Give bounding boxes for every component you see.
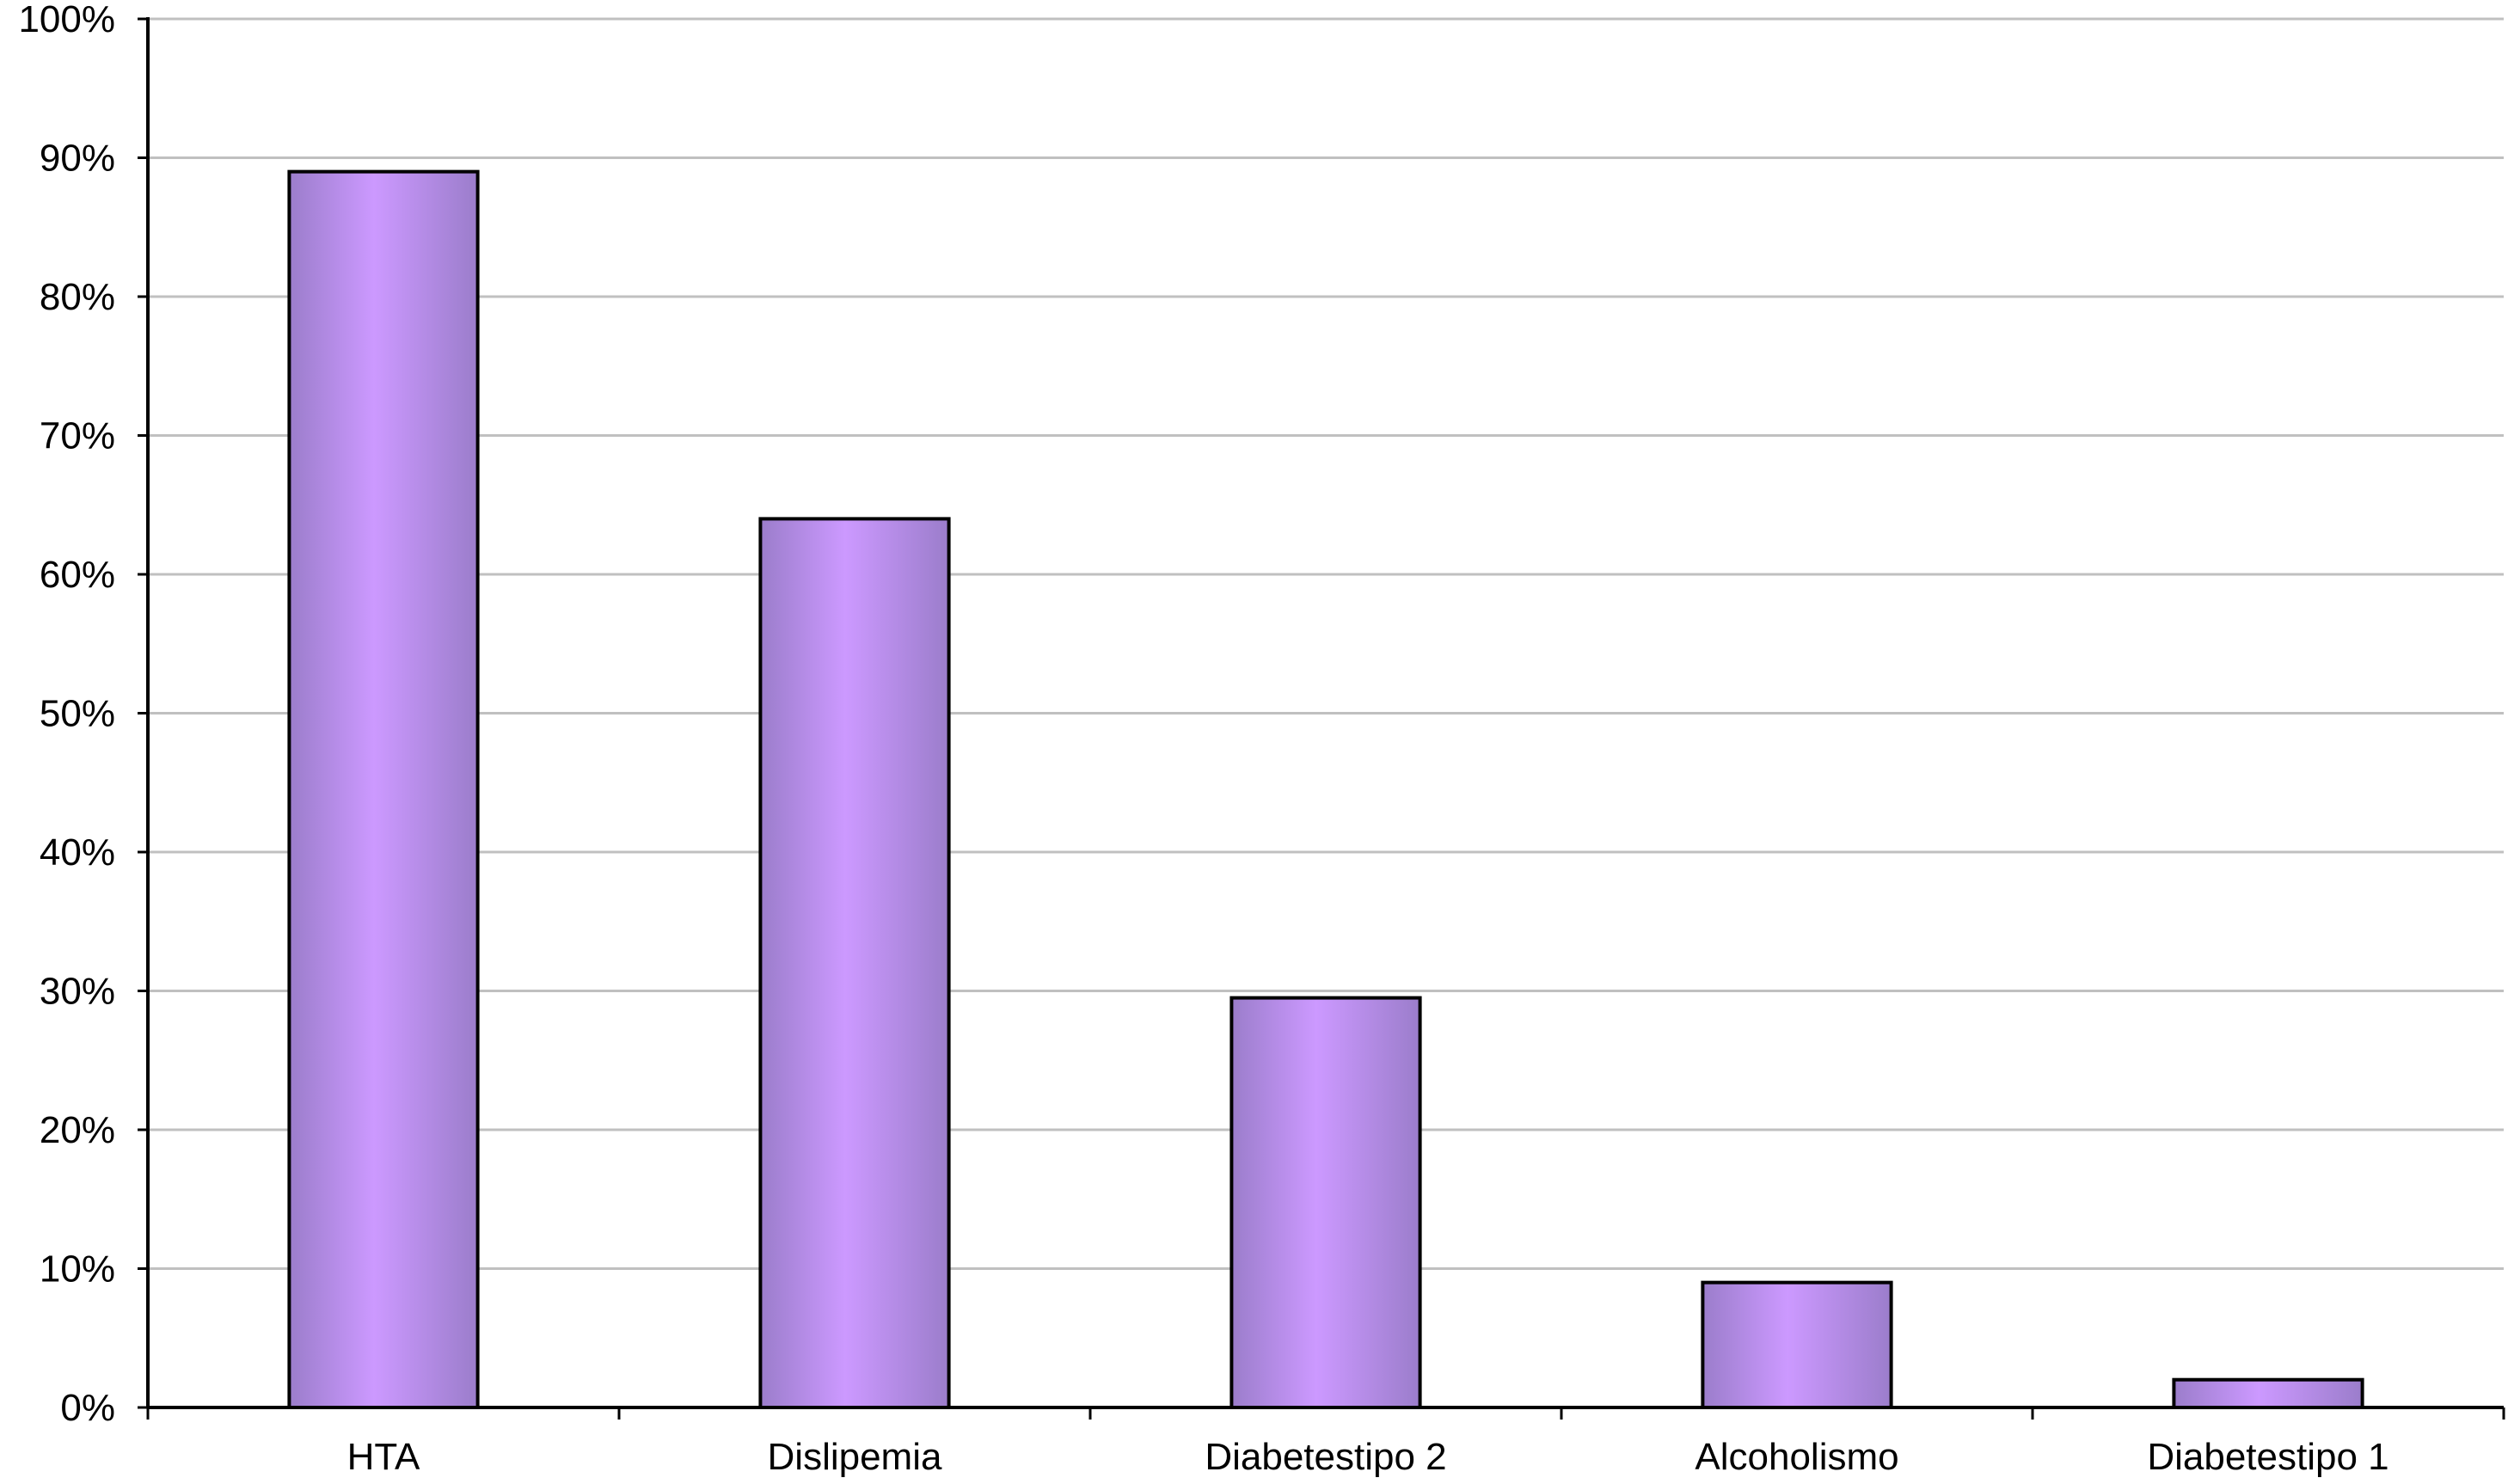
y-tick-label: 90% xyxy=(40,138,115,180)
y-tick-label: 30% xyxy=(40,971,115,1013)
x-tick-labels: HTA Dislipemia Diabetestipo 2 Alcoholismo Di… xyxy=(347,1436,2389,1478)
bar-diabetestipo-2 xyxy=(1229,996,1422,1409)
gridlines xyxy=(148,17,2504,1270)
y-tick-label: 50% xyxy=(40,693,115,735)
y-tick-label: 70% xyxy=(40,415,115,457)
x-tick-label: Alcoholismo xyxy=(1695,1436,1898,1478)
y-tick-label: 40% xyxy=(40,831,115,874)
bar-hta xyxy=(287,169,480,1409)
x-tick-label: Diabetestipo 2 xyxy=(1205,1436,1446,1478)
y-tick-label: 80% xyxy=(40,276,115,318)
y-tick-label: 10% xyxy=(40,1248,115,1291)
x-tick-label: Diabetestipo 1 xyxy=(2147,1436,2388,1478)
y-tick-label: 20% xyxy=(40,1109,115,1151)
bar-dislipemia xyxy=(758,517,951,1409)
bar-alcoholismo xyxy=(1701,1280,1893,1410)
x-tick-label: HTA xyxy=(347,1436,420,1478)
y-tick-label: 100% xyxy=(18,0,115,40)
y-tick-labels: 0% 10% 20% 30% 40% 50% 60% 70% 80% 90% 100% xyxy=(18,0,115,1429)
y-tick-label: 0% xyxy=(60,1387,115,1429)
x-tick-label: Dislipemia xyxy=(768,1436,942,1478)
axes xyxy=(138,17,2505,1420)
bar-diabetestipo-1 xyxy=(2172,1377,2364,1409)
y-tick-label: 60% xyxy=(40,554,115,596)
bars xyxy=(287,169,2364,1410)
